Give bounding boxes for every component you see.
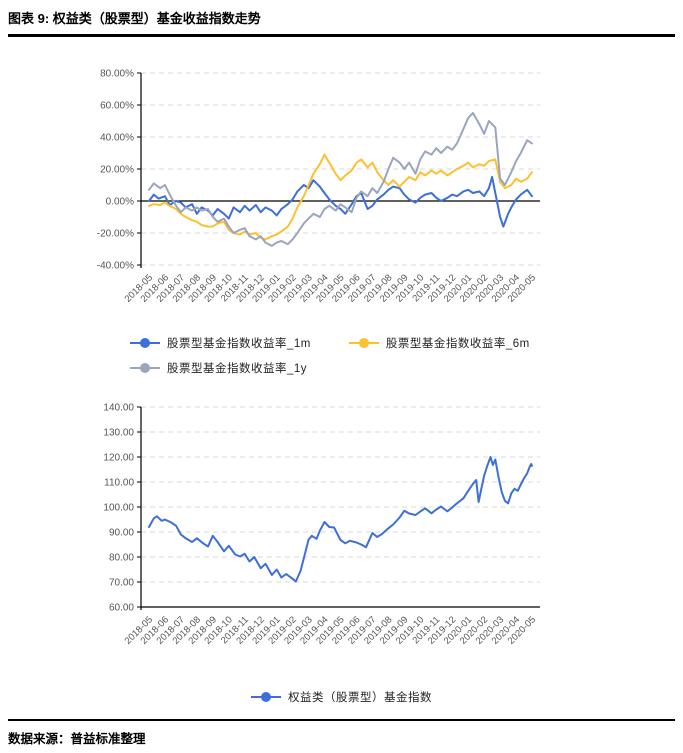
svg-text:80.00%: 80.00% — [100, 69, 134, 80]
returns-chart-legend: 股票型基金指数收益率_1m 股票型基金指数收益率_6m 股票型基金指数收益率_1… — [130, 334, 582, 377]
legend-label: 权益类（股票型）基金指数 — [288, 692, 432, 704]
svg-text:100.00: 100.00 — [103, 503, 134, 514]
svg-text:70.00: 70.00 — [109, 578, 134, 589]
data-source: 数据来源：普益标准整理 — [8, 732, 146, 746]
svg-text:110.00: 110.00 — [104, 478, 134, 489]
svg-text:130.00: 130.00 — [103, 428, 134, 439]
legend-label: 股票型基金指数收益率_1m — [167, 338, 311, 350]
legend-item-1m: 股票型基金指数收益率_1m — [130, 334, 311, 352]
returns-line-chart: 80.00% 60.00% 40.00% 20.00% 0.00% -20.00% -40.… — [97, 69, 540, 305]
figure-title: 图表 9: 权益类（股票型）基金收益指数走势 — [8, 11, 261, 26]
index-line-chart: 140.00 130.00 120.00 110.00 100.00 90.00 80.00… — [103, 403, 540, 647]
legend-label: 股票型基金指数收益率_1y — [167, 363, 308, 375]
legend-item-1y: 股票型基金指数收益率_1y — [130, 359, 307, 377]
svg-text:20.00%: 20.00% — [100, 165, 134, 176]
svg-text:60.00%: 60.00% — [100, 101, 134, 112]
svg-text:40.00%: 40.00% — [100, 133, 134, 144]
line-dot-marker-icon — [130, 362, 160, 374]
svg-text:90.00: 90.00 — [109, 528, 134, 539]
legend-label: 股票型基金指数收益率_6m — [385, 338, 530, 350]
legend-item-6m: 股票型基金指数收益率_6m — [348, 334, 530, 352]
index-chart-legend: 权益类（股票型）基金指数 — [0, 688, 683, 706]
svg-text:140.00: 140.00 — [103, 403, 134, 414]
svg-text:60.00: 60.00 — [109, 603, 134, 614]
bottom-divider — [8, 719, 675, 721]
line-dot-marker-icon — [348, 337, 379, 349]
line-dot-marker-icon — [251, 691, 281, 703]
svg-text:120.00: 120.00 — [103, 453, 134, 464]
top-divider — [8, 34, 675, 37]
svg-text:80.00: 80.00 — [109, 553, 134, 564]
svg-text:-40.00%: -40.00% — [97, 261, 134, 272]
svg-text:0.00%: 0.00% — [106, 197, 134, 208]
line-dot-marker-icon — [130, 337, 160, 349]
svg-text:-20.00%: -20.00% — [97, 229, 134, 240]
legend-item-equity-index: 权益类（股票型）基金指数 — [251, 688, 432, 706]
